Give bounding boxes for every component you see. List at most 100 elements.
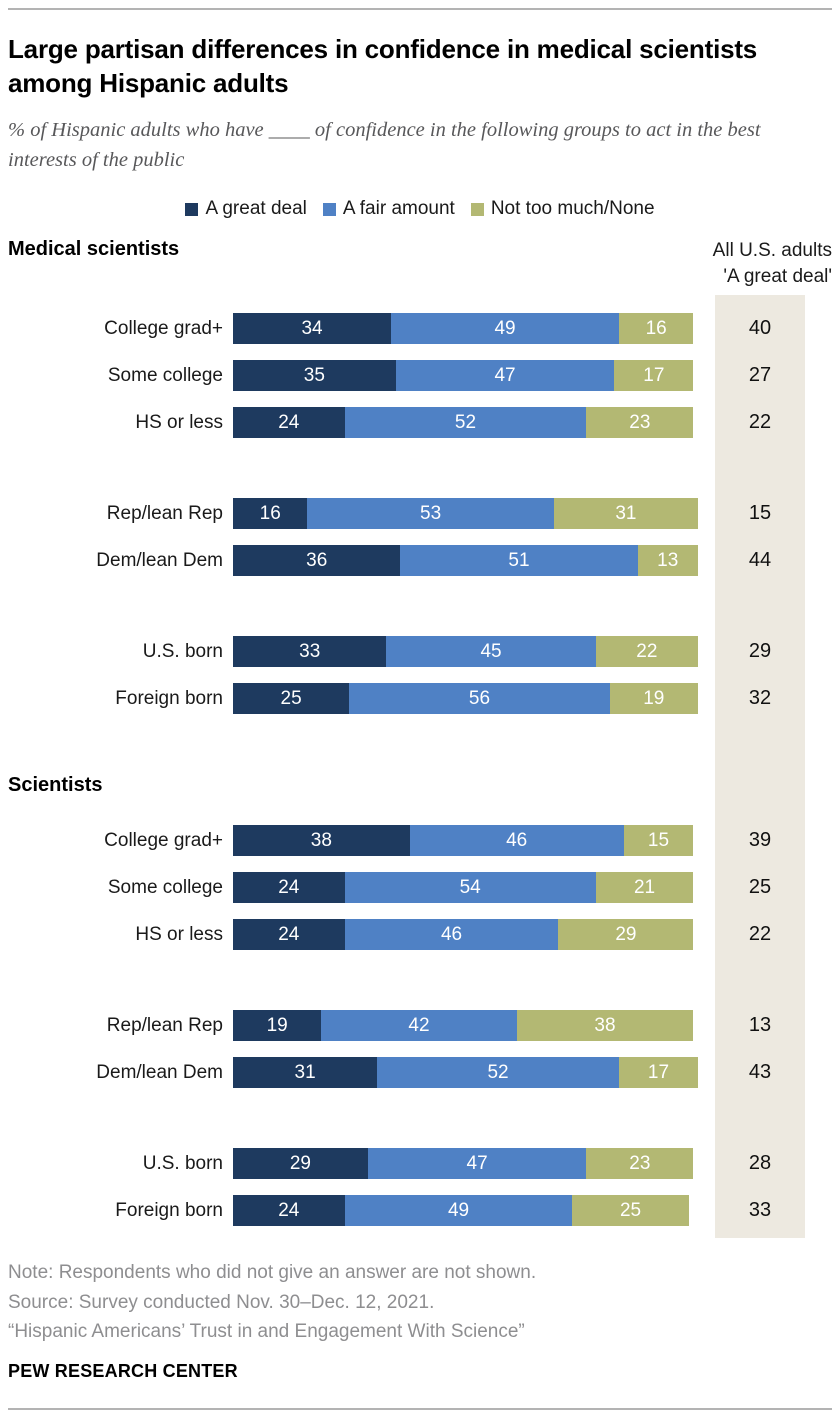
- bottom-rule: [8, 1407, 832, 1410]
- bar-segment-a-great-deal: 24: [233, 872, 345, 904]
- row-label: HS or less: [135, 411, 223, 433]
- stacked-bar: 24 54 21: [233, 872, 698, 904]
- all-us-adults-value: 28: [748, 1152, 772, 1175]
- all-us-adults-value: 15: [748, 502, 772, 525]
- bar-segment-not-too-much-none: 19: [609, 683, 698, 715]
- stacked-bar: 31 52 17: [233, 1057, 698, 1089]
- section-scientists: College grad+ 38 46 15 39 Some college 24 54 21 2…: [8, 825, 832, 1227]
- bar-segment-a-great-deal: 33: [233, 636, 387, 668]
- all-us-adults-value: 22: [748, 923, 772, 946]
- bar-segment-a-great-deal: 16: [233, 498, 308, 530]
- row-label: Rep/lean Rep: [106, 1014, 223, 1036]
- row-label: Rep/lean Rep: [106, 502, 223, 524]
- row-label: Dem/lean Dem: [96, 549, 223, 571]
- stacked-bar: 33 45 22: [233, 636, 698, 668]
- right-column-header-line1: All U.S. adults: [712, 240, 832, 262]
- all-us-adults-value: 39: [748, 829, 772, 852]
- bar-segment-not-too-much-none: 29: [558, 919, 694, 951]
- bar-segment-a-great-deal: 35: [233, 360, 396, 392]
- legend: A great deal A fair amount Not too much/…: [8, 198, 832, 220]
- chart-row: HS or less 24 52 23 22: [8, 407, 832, 439]
- row-label: Some college: [107, 876, 223, 898]
- right-column-header: All U.S. adults 'A great deal': [713, 238, 832, 289]
- chart-row: Some college 24 54 21 25: [8, 872, 832, 904]
- chart-row: College grad+ 34 49 16 40: [8, 313, 832, 345]
- all-us-adults-value: 22: [748, 411, 772, 434]
- all-us-adults-value: 44: [748, 549, 772, 572]
- legend-label-a-fair-amount: A fair amount: [342, 198, 455, 220]
- legend-label-a-great-deal: A great deal: [205, 198, 307, 220]
- chart-row: Rep/lean Rep 19 42 38 13: [8, 1010, 832, 1042]
- stacked-bar: 34 49 16: [233, 313, 698, 345]
- bar-segment-a-great-deal: 24: [233, 1195, 345, 1227]
- bar-segment-a-fair-amount: 51: [400, 545, 638, 577]
- bar-segment-a-fair-amount: 53: [307, 498, 554, 530]
- bar-segment-a-fair-amount: 52: [344, 407, 587, 439]
- all-us-adults-value: 13: [748, 1014, 772, 1037]
- page-title: Large partisan differences in confidence…: [8, 34, 758, 99]
- legend-item-a-great-deal: A great deal: [185, 198, 307, 220]
- stacked-bar: 16 53 31: [233, 498, 698, 530]
- report-title: “Hispanic Americans’ Trust in and Engage…: [8, 1321, 525, 1343]
- bar-segment-not-too-much-none: 21: [595, 872, 694, 904]
- bar-group: College grad+ 38 46 15 39 Some college 24 54 21 2…: [8, 825, 832, 951]
- all-us-adults-value: 32: [748, 687, 772, 710]
- bar-segment-a-great-deal: 31: [233, 1057, 378, 1089]
- all-us-adults-value: 25: [748, 876, 772, 899]
- bar-segment-a-fair-amount: 47: [395, 360, 615, 392]
- all-us-adults-value: 27: [748, 364, 772, 387]
- bar-segment-a-great-deal: 34: [233, 313, 392, 345]
- row-label: U.S. born: [142, 640, 223, 662]
- section-title-scientists: Scientists: [8, 774, 103, 797]
- bar-segment-not-too-much-none: 16: [618, 313, 694, 345]
- bar-segment-not-too-much-none: 13: [637, 545, 698, 577]
- row-label: College grad+: [104, 829, 223, 851]
- stacked-bar: 24 49 25: [233, 1195, 698, 1227]
- bar-group: College grad+ 34 49 16 40 Some college 35 47 17 2…: [8, 313, 832, 439]
- bar-segment-not-too-much-none: 17: [614, 360, 694, 392]
- all-us-adults-value: 29: [748, 640, 772, 663]
- chart-row: HS or less 24 46 29 22: [8, 919, 832, 951]
- stacked-bar: 36 51 13: [233, 545, 698, 577]
- bar-segment-a-great-deal: 36: [233, 545, 401, 577]
- bar-segment-a-fair-amount: 42: [321, 1010, 517, 1042]
- row-label: College grad+: [104, 317, 223, 339]
- chart-row: Some college 35 47 17 27: [8, 360, 832, 392]
- bar-segment-not-too-much-none: 25: [572, 1195, 689, 1227]
- page-subtitle: % of Hispanic adults who have ____ of co…: [8, 118, 761, 172]
- stacked-bar: 25 56 19: [233, 683, 698, 715]
- stacked-bar: 35 47 17: [233, 360, 698, 392]
- bar-segment-a-fair-amount: 47: [367, 1148, 587, 1180]
- bar-segment-a-fair-amount: 45: [386, 636, 596, 668]
- bar-segment-not-too-much-none: 22: [595, 636, 698, 668]
- bar-segment-a-fair-amount: 56: [349, 683, 610, 715]
- bar-group: U.S. born 29 47 23 28 Foreign born 24 49 25 33: [8, 1148, 832, 1227]
- bar-segment-a-fair-amount: 46: [409, 825, 624, 857]
- bar-segment-not-too-much-none: 15: [623, 825, 694, 857]
- footer: Note: Respondents who did not give an an…: [8, 1258, 832, 1381]
- all-us-adults-value: 43: [748, 1061, 772, 1084]
- bar-segment-not-too-much-none: 38: [516, 1010, 694, 1042]
- source-text: Source: Survey conducted Nov. 30–Dec. 12…: [8, 1291, 435, 1313]
- stacked-bar: 29 47 23: [233, 1148, 698, 1180]
- row-label: Some college: [107, 364, 223, 386]
- chart-row: College grad+ 38 46 15 39: [8, 825, 832, 857]
- stacked-bar: 38 46 15: [233, 825, 698, 857]
- bar-segment-a-fair-amount: 49: [391, 313, 619, 345]
- bar-group: Rep/lean Rep 16 53 31 15 Dem/lean Dem 36 51 13 44: [8, 498, 832, 577]
- bar-segment-not-too-much-none: 17: [618, 1057, 698, 1089]
- right-column-header-line2: 'A great deal': [723, 265, 832, 287]
- bar-segment-a-great-deal: 29: [233, 1148, 368, 1180]
- chart-body: College grad+ 34 49 16 40 Some college 35 47 17 2…: [8, 295, 832, 1239]
- row-label: Foreign born: [115, 687, 223, 709]
- bar-segment-not-too-much-none: 23: [586, 1148, 694, 1180]
- stacked-bar: 19 42 38: [233, 1010, 698, 1042]
- brand: PEW RESEARCH CENTER: [8, 1360, 238, 1381]
- bar-segment-a-great-deal: 24: [233, 919, 345, 951]
- legend-item-a-fair-amount: A fair amount: [322, 198, 455, 220]
- chart-row: U.S. born 29 47 23 28: [8, 1148, 832, 1180]
- row-label: Foreign born: [115, 1199, 223, 1221]
- bar-segment-a-fair-amount: 54: [344, 872, 596, 904]
- note-text: Note: Respondents who did not give an an…: [8, 1262, 537, 1284]
- chart-row: Foreign born 24 49 25 33: [8, 1195, 832, 1227]
